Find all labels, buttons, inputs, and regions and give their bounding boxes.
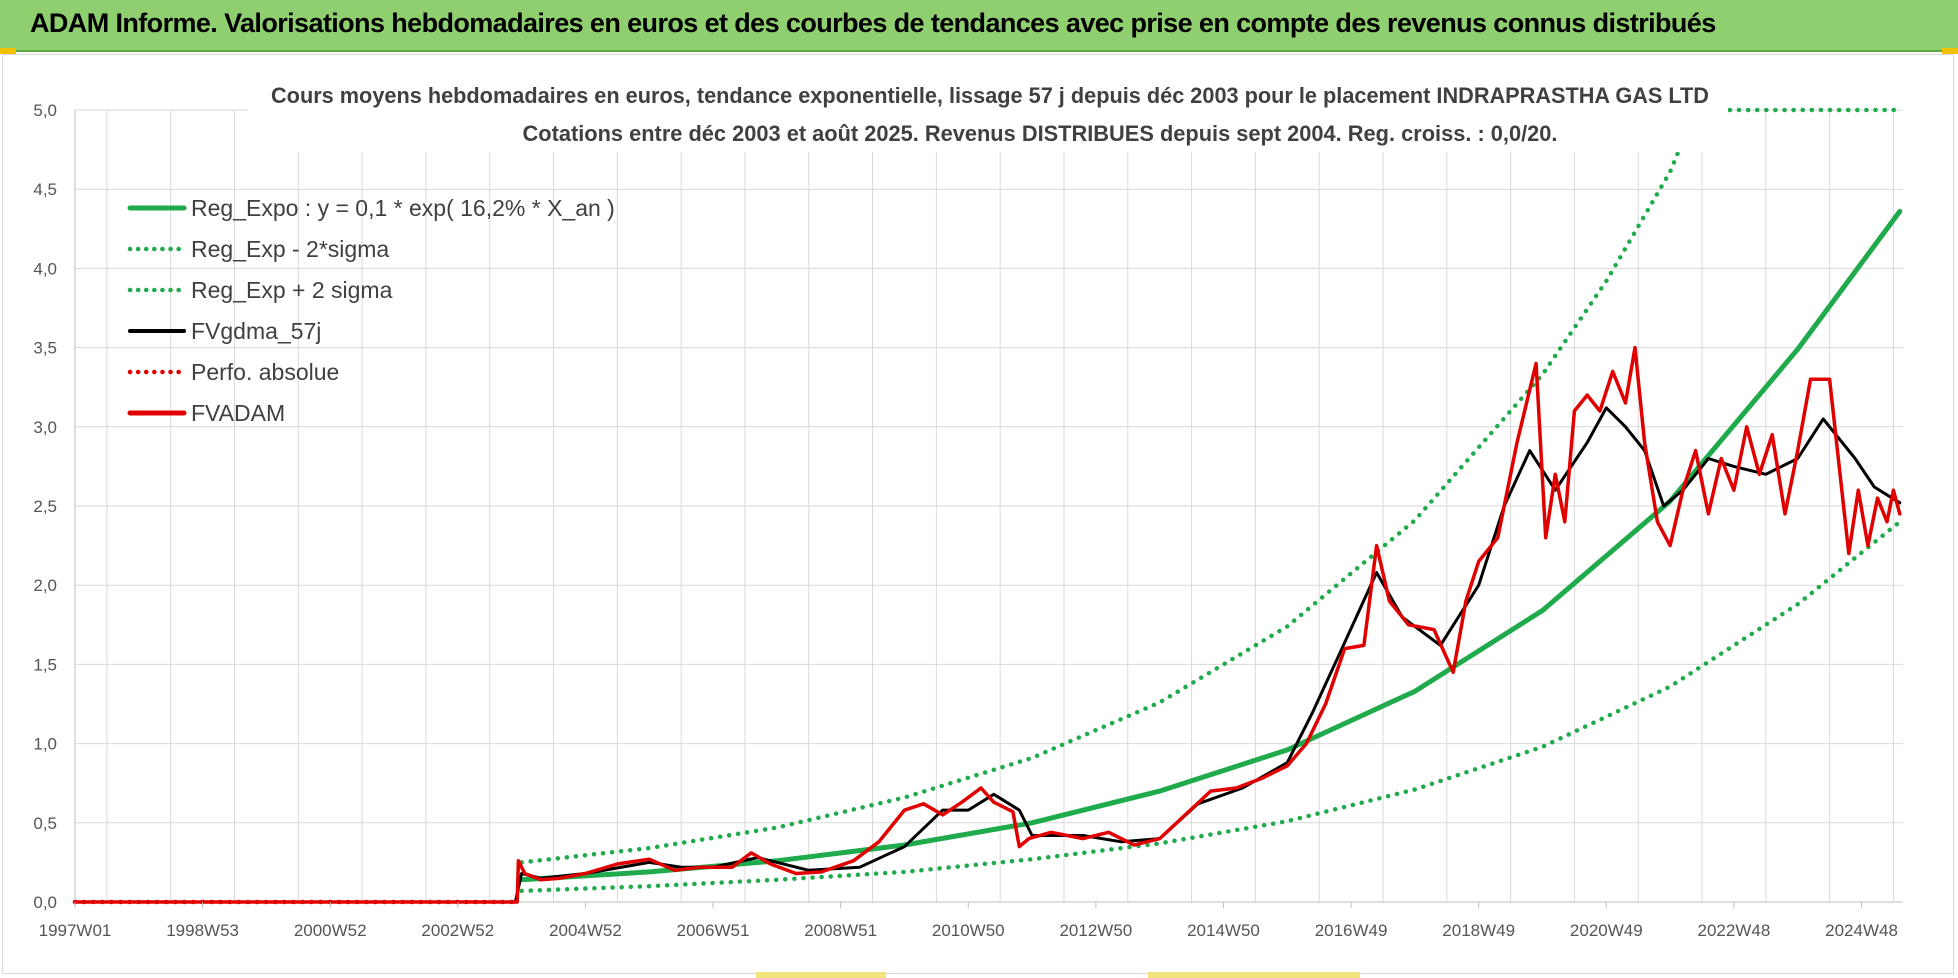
chart-series [72,107,1903,905]
corner-marker-right [1942,48,1958,54]
legend-label-1: Reg_Exp - 2*sigma [191,236,389,262]
x-tick-label: 1998W53 [166,921,239,940]
series-line-0 [519,208,1903,883]
grid-lines [74,109,1903,903]
title-background [248,76,1728,152]
y-tick-label: 4,5 [33,180,57,199]
y-tick-label: 2,0 [33,576,57,595]
x-tick-label: 2012W50 [1059,921,1132,940]
x-tick-label: 2024W48 [1825,921,1898,940]
chart-frame [2,54,1954,974]
x-tick-label: 2020W49 [1570,921,1643,940]
y-tick-label: 5,0 [33,101,57,120]
x-tick-label: 2014W50 [1187,921,1260,940]
legend-label-4: Perfo. absolue [191,359,339,385]
axis-ticks: 0,0 0,5 1,0 1,5 2,0 2,5 3,0 3,5 4,0 4,5 5,0 1997W01… [33,101,1898,940]
bottom-marker-1 [756,972,886,978]
x-tick-label: 2018W49 [1442,921,1515,940]
series-line-5 [73,345,1902,904]
y-tick-label: 4,0 [33,259,57,278]
legend-label-0: Reg_Expo : y = 0,1 * exp( 16,2% * X_an ) [191,195,615,221]
y-tick-label: 3,0 [33,418,57,437]
series-line-3 [73,406,1902,904]
series-line-1 [519,519,1903,894]
legend: Reg_Expo : y = 0,1 * exp( 16,2% * X_an )… [127,195,615,426]
x-tick-label: 2006W51 [677,921,750,940]
chart-title-line-2: Cotations entre déc 2003 et août 2025. R… [523,121,1558,146]
y-tick-label: 0,0 [33,893,57,912]
report-header: ADAM Informe. Valorisations hebdomadaire… [0,0,1958,52]
corner-marker-left [0,48,16,54]
x-tick-label: 2016W49 [1315,921,1388,940]
x-tick-label: 2010W50 [932,921,1005,940]
y-tick-label: 3,5 [33,339,57,358]
x-tick-label: 2002W52 [421,921,494,940]
legend-label-3: FVgdma_57j [191,318,321,344]
x-tick-label: 1997W01 [39,921,112,940]
y-tick-label: 1,0 [33,735,57,754]
report-title: ADAM Informe. Valorisations hebdomadaire… [30,8,1716,38]
x-tick-label: 2000W52 [294,921,367,940]
bottom-marker-2 [1148,972,1360,978]
chart-title-line-1: Cours moyens hebdomadaires en euros, ten… [271,83,1709,108]
y-tick-label: 1,5 [33,655,57,674]
y-tick-label: 0,5 [33,814,57,833]
legend-label-5: FVADAM [191,400,285,426]
y-tick-label: 2,5 [33,497,57,516]
legend-label-2: Reg_Exp + 2 sigma [191,277,393,303]
x-tick-label: 2004W52 [549,921,622,940]
chart-title-block: Cours moyens hebdomadaires en euros, ten… [248,76,1728,152]
x-tick-label: 2008W51 [804,921,877,940]
x-tick-label: 2022W48 [1698,921,1771,940]
series-line-2 [519,107,1903,865]
